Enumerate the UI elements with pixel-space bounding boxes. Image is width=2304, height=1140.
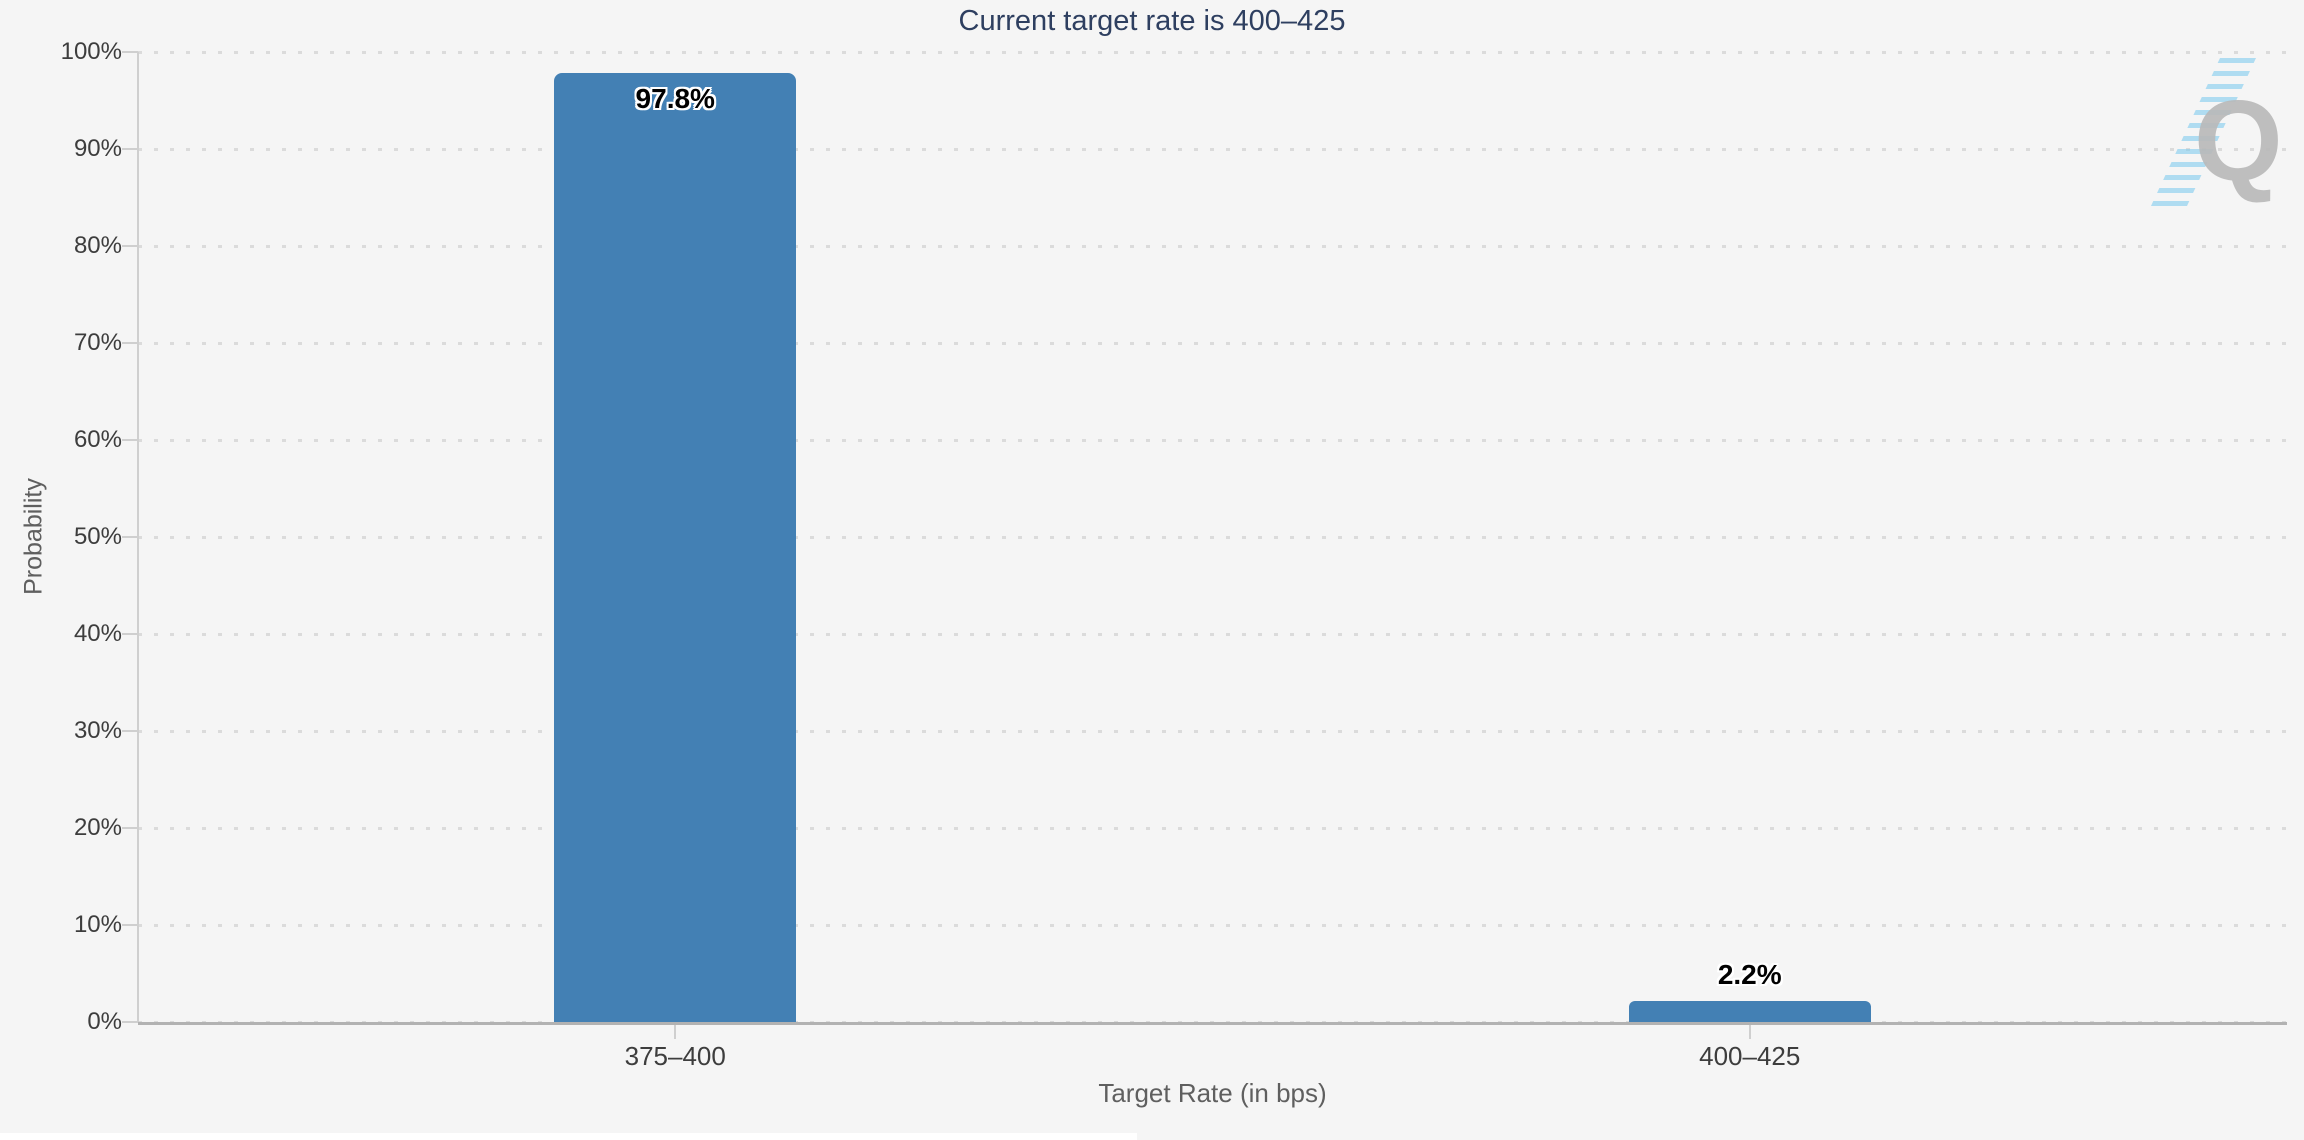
bar-value-label: 97.8%	[635, 83, 715, 115]
page-bottom-strip	[0, 1133, 1137, 1140]
bar-value-label: 2.2%	[1717, 958, 1782, 990]
y-axis-tick	[122, 633, 138, 635]
y-tick-label: 30%	[73, 717, 122, 744]
y-tick-label: 100%	[60, 38, 122, 65]
y-tick-label: 60%	[73, 426, 122, 453]
gridline	[138, 827, 2287, 830]
y-axis-tick	[122, 924, 138, 926]
y-tick-label: 10%	[73, 911, 122, 938]
y-tick-label: 0%	[87, 1008, 122, 1035]
logo-q-letter: Q	[2194, 78, 2283, 205]
bar-400–425[interactable]	[1628, 1000, 1871, 1022]
y-axis-tick	[122, 536, 138, 538]
y-axis-tick	[122, 342, 138, 344]
y-tick-label: 70%	[73, 329, 122, 356]
y-axis-tick	[122, 148, 138, 150]
y-tick-label: 40%	[73, 620, 122, 647]
y-axis-tick	[122, 51, 138, 53]
y-axis-tick	[122, 439, 138, 441]
gridline	[138, 342, 2287, 345]
gridline	[138, 245, 2287, 248]
x-axis-tick	[1748, 1024, 1751, 1039]
bar-375–400[interactable]	[554, 73, 797, 1022]
chart-title: Current target rate is 400–425	[958, 5, 1346, 37]
y-tick-label: 20%	[73, 814, 122, 841]
gridline	[138, 439, 2287, 442]
gridline	[138, 924, 2287, 927]
x-tick-label: 375–400	[624, 1041, 726, 1071]
gridline	[138, 536, 2287, 539]
x-axis-title: Target Rate (in bps)	[1098, 1078, 1327, 1108]
y-axis-tick	[122, 827, 138, 829]
x-axis-line	[138, 1022, 2287, 1025]
quikstrike-logo: Q	[2149, 52, 2304, 222]
y-tick-label: 50%	[73, 523, 122, 550]
gridline	[138, 148, 2287, 151]
y-axis-line	[137, 52, 139, 1022]
x-axis-tick	[674, 1024, 677, 1039]
gridline	[138, 633, 2287, 636]
x-tick-label: 400–425	[1699, 1041, 1801, 1071]
y-tick-label: 80%	[73, 232, 122, 259]
y-axis-tick	[122, 245, 138, 247]
y-axis-tick	[122, 730, 138, 732]
y-axis-tick	[122, 1021, 138, 1023]
gridline	[138, 51, 2287, 54]
y-tick-label: 90%	[73, 135, 122, 162]
gridline	[138, 730, 2287, 733]
